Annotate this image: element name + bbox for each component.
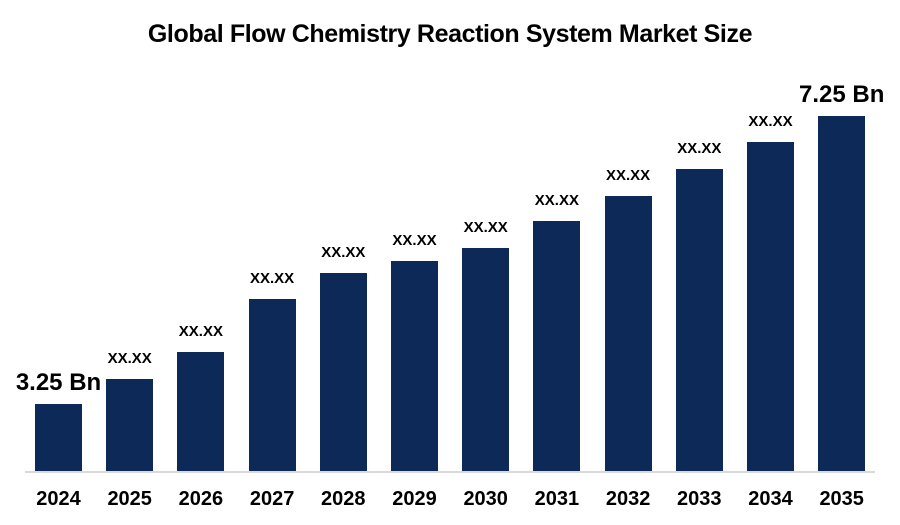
bar-2024 <box>35 404 82 471</box>
x-axis-line <box>25 471 875 473</box>
bar-value-label-placeholder: XX.XX <box>392 231 437 249</box>
bar-group-2029: XX.XX <box>391 231 438 471</box>
bar-2028 <box>319 273 367 471</box>
bar-group-2030: XX.XX <box>462 218 510 471</box>
bar-value-label-placeholder: XX.XX <box>606 166 651 184</box>
bar-2032 <box>604 196 652 471</box>
bar-group-2033: XX.XX <box>675 139 723 471</box>
bar-value-label-placeholder: XX.XX <box>534 191 579 209</box>
bar-2034 <box>747 142 794 471</box>
bar-2031 <box>533 221 581 471</box>
bar-value-label-placeholder: XX.XX <box>107 349 152 367</box>
x-tick-2030: 2030 <box>463 488 508 510</box>
bar-group-2028: XX.XX <box>319 243 367 471</box>
bar-group-2035: 7.25 Bn <box>799 81 884 471</box>
bar-2033 <box>675 169 723 471</box>
bar-value-label-placeholder: XX.XX <box>178 322 223 340</box>
x-tick-2025: 2025 <box>107 488 152 510</box>
bar-group-2031: XX.XX <box>533 191 581 471</box>
x-tick-2032: 2032 <box>605 488 651 510</box>
bar-2027 <box>248 299 296 471</box>
x-tick-2035: 2035 <box>819 488 864 510</box>
x-tick-2034: 2034 <box>748 488 793 510</box>
bar-2035 <box>818 116 866 471</box>
bar-value-label-known: 3.25 Bn <box>15 368 102 396</box>
x-tick-2029: 2029 <box>392 488 437 510</box>
x-tick-2024: 2024 <box>36 488 81 510</box>
bar-2030 <box>462 248 510 471</box>
bar-group-2032: XX.XX <box>604 166 652 471</box>
x-tick-2033: 2033 <box>677 488 722 510</box>
bar-value-label-placeholder: XX.XX <box>463 218 508 236</box>
bar-value-label-placeholder: XX.XX <box>250 269 295 287</box>
bar-value-label-placeholder: XX.XX <box>748 112 793 130</box>
chart-title: Global Flow Chemistry Reaction System Ma… <box>147 20 753 48</box>
bar-group-2034: XX.XX <box>747 112 794 471</box>
bar-2026 <box>177 352 225 471</box>
bar-value-label-placeholder: XX.XX <box>321 243 366 261</box>
bar-2025 <box>106 379 154 471</box>
bar-group-2026: XX.XX <box>177 322 225 471</box>
bar-group-2027: XX.XX <box>248 269 296 471</box>
x-tick-2028: 2028 <box>321 488 366 510</box>
bar-group-2024: 3.25 Bn <box>16 369 101 471</box>
x-tick-2031: 2031 <box>534 488 580 510</box>
bar-value-label-known: 7.25 Bn <box>799 80 885 108</box>
bar-value-label-placeholder: XX.XX <box>677 139 722 157</box>
bar-group-2025: XX.XX <box>106 349 154 471</box>
bar-2029 <box>391 261 438 471</box>
x-tick-2026: 2026 <box>178 488 224 510</box>
x-tick-2027: 2027 <box>249 488 295 510</box>
